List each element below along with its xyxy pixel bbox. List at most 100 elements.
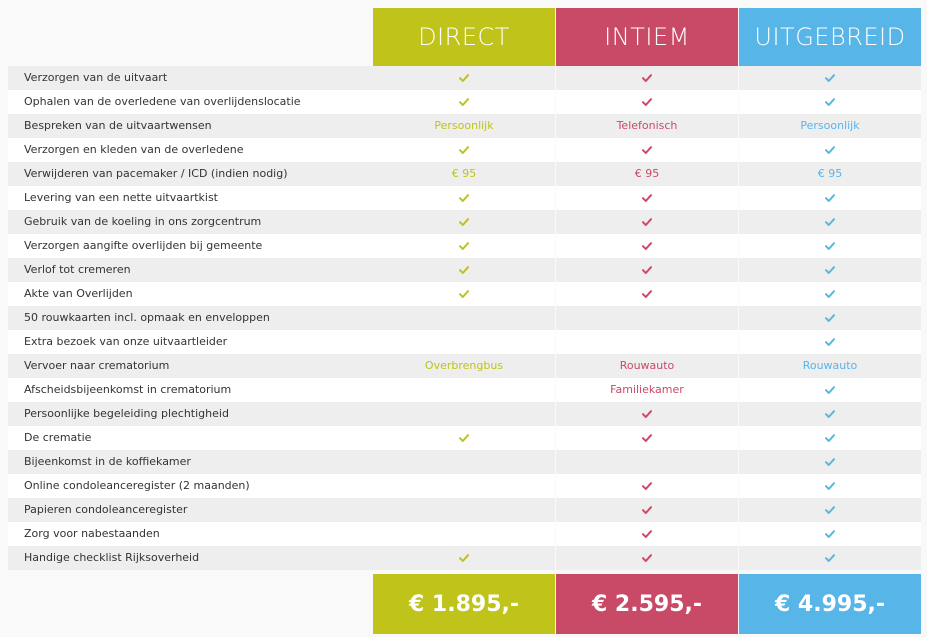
feature-cell-direct — [373, 306, 555, 330]
check-icon — [459, 266, 469, 274]
feature-cell-uitgebreid — [739, 330, 921, 354]
check-icon — [459, 98, 469, 106]
check-icon — [825, 98, 835, 106]
check-icon — [459, 194, 469, 202]
feature-label: Akte van Overlijden — [8, 282, 373, 306]
feature-cell-uitgebreid — [739, 474, 921, 498]
feature-label: Verzorgen van de uitvaart — [8, 66, 373, 90]
feature-cell-intiem — [556, 258, 738, 282]
check-icon — [825, 506, 835, 514]
feature-row: Extra bezoek van onze uitvaartleider — [8, 330, 921, 354]
check-icon — [825, 218, 835, 226]
price-uitgebreid[interactable]: € 4.995,- — [739, 574, 921, 634]
feature-cell-intiem — [556, 402, 738, 426]
feature-cell-direct — [373, 522, 555, 546]
check-icon — [642, 434, 652, 442]
plan-header-intiem[interactable]: INTIEM — [556, 8, 738, 66]
feature-cell-uitgebreid: Rouwauto — [739, 354, 921, 378]
check-icon — [825, 410, 835, 418]
feature-value-text: € 95 — [634, 167, 660, 180]
feature-label: De crematie — [8, 426, 373, 450]
feature-cell-direct — [373, 402, 555, 426]
check-icon — [825, 386, 835, 394]
feature-cell-uitgebreid — [739, 138, 921, 162]
check-icon — [642, 74, 652, 82]
feature-label: Online condoleanceregister (2 maanden) — [8, 474, 373, 498]
feature-label: Verlof tot cremeren — [8, 258, 373, 282]
feature-label: Papieren condoleanceregister — [8, 498, 373, 522]
pricing-table: DIRECT INTIEM UITGEBREID Verzorgen van d… — [8, 8, 921, 634]
feature-cell-uitgebreid — [739, 186, 921, 210]
price-row: € 1.895,- € 2.595,- € 4.995,- — [8, 574, 921, 634]
feature-cell-intiem: Rouwauto — [556, 354, 738, 378]
feature-row: Bijeenkomst in de koffiekamer — [8, 450, 921, 474]
feature-cell-intiem — [556, 522, 738, 546]
check-icon — [825, 338, 835, 346]
feature-row: Handige checklist Rijksoverheid — [8, 546, 921, 570]
check-icon — [459, 554, 469, 562]
feature-label: Ophalen van de overledene van overlijden… — [8, 90, 373, 114]
feature-cell-intiem — [556, 138, 738, 162]
check-icon — [642, 530, 652, 538]
check-icon — [642, 410, 652, 418]
check-icon — [825, 74, 835, 82]
plan-header-uitgebreid[interactable]: UITGEBREID — [739, 8, 921, 66]
feature-row: Verzorgen en kleden van de overledene — [8, 138, 921, 162]
feature-cell-direct — [373, 138, 555, 162]
check-icon — [825, 266, 835, 274]
check-icon — [642, 242, 652, 250]
feature-cell-intiem — [556, 330, 738, 354]
feature-cell-intiem — [556, 546, 738, 570]
feature-label: 50 rouwkaarten incl. opmaak en enveloppe… — [8, 306, 373, 330]
check-icon — [825, 458, 835, 466]
feature-cell-uitgebreid — [739, 546, 921, 570]
price-intiem[interactable]: € 2.595,- — [556, 574, 738, 634]
feature-cell-uitgebreid — [739, 522, 921, 546]
check-icon — [642, 266, 652, 274]
feature-cell-direct — [373, 210, 555, 234]
feature-list: Verzorgen van de uitvaart Ophalen van de … — [8, 66, 921, 570]
feature-label: Verzorgen aangifte overlijden bij gemeen… — [8, 234, 373, 258]
feature-cell-direct — [373, 426, 555, 450]
check-icon — [459, 434, 469, 442]
feature-cell-intiem — [556, 210, 738, 234]
feature-row: Persoonlijke begeleiding plechtigheid — [8, 402, 921, 426]
feature-row: Online condoleanceregister (2 maanden) — [8, 474, 921, 498]
feature-cell-intiem — [556, 426, 738, 450]
check-icon — [642, 554, 652, 562]
check-icon — [825, 242, 835, 250]
feature-row: Gebruik van de koeling in ons zorgcentru… — [8, 210, 921, 234]
feature-row: Verlof tot cremeren — [8, 258, 921, 282]
feature-cell-direct — [373, 186, 555, 210]
feature-cell-uitgebreid — [739, 402, 921, 426]
feature-cell-intiem — [556, 474, 738, 498]
feature-cell-direct — [373, 282, 555, 306]
feature-cell-intiem — [556, 282, 738, 306]
check-icon — [459, 242, 469, 250]
feature-value-text: Rouwauto — [619, 359, 675, 372]
feature-label: Verzorgen en kleden van de overledene — [8, 138, 373, 162]
feature-cell-uitgebreid — [739, 66, 921, 90]
plan-header-row: DIRECT INTIEM UITGEBREID — [8, 8, 921, 66]
feature-row: Levering van een nette uitvaartkist — [8, 186, 921, 210]
feature-cell-intiem — [556, 450, 738, 474]
feature-value-text: € 95 — [451, 167, 477, 180]
feature-cell-direct — [373, 498, 555, 522]
plan-header-direct[interactable]: DIRECT — [373, 8, 555, 66]
feature-row: Verzorgen van de uitvaart — [8, 66, 921, 90]
check-icon — [459, 146, 469, 154]
price-direct[interactable]: € 1.895,- — [373, 574, 555, 634]
feature-cell-intiem: Telefonisch — [556, 114, 738, 138]
feature-cell-direct — [373, 450, 555, 474]
check-icon — [642, 194, 652, 202]
feature-cell-uitgebreid — [739, 258, 921, 282]
feature-cell-direct — [373, 66, 555, 90]
feature-cell-uitgebreid: € 95 — [739, 162, 921, 186]
check-icon — [825, 554, 835, 562]
check-icon — [642, 98, 652, 106]
feature-cell-intiem: € 95 — [556, 162, 738, 186]
check-icon — [825, 482, 835, 490]
feature-cell-uitgebreid — [739, 498, 921, 522]
feature-row: Ophalen van de overledene van overlijden… — [8, 90, 921, 114]
feature-cell-direct — [373, 330, 555, 354]
